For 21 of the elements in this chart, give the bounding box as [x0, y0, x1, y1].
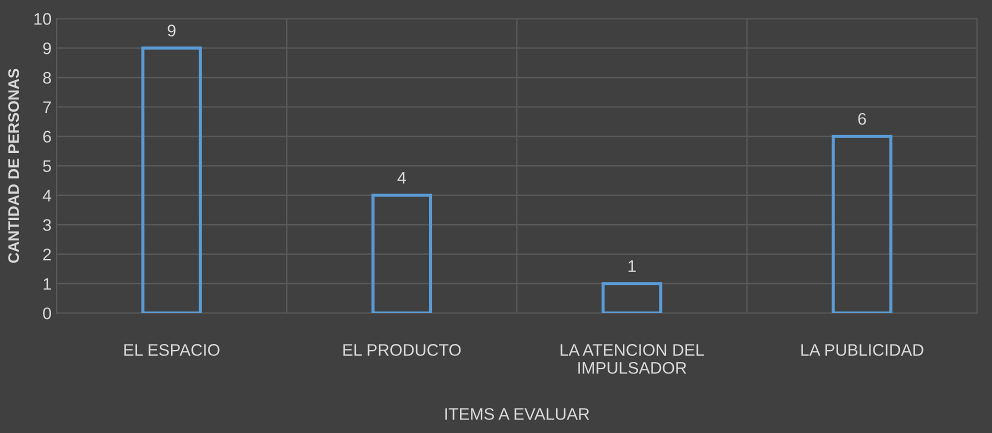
x-tick-label: LA ATENCION DEL IMPULSADOR: [560, 344, 704, 374]
y-axis-title: CANTIDAD DE PERSONAS: [8, 68, 20, 263]
y-tick-label: 6: [43, 130, 51, 143]
x-tick-label: EL ESPACIO: [124, 344, 220, 356]
y-tick-label: 1: [44, 278, 51, 290]
y-tick-label: 5: [43, 160, 51, 172]
y-tick-label: 2: [43, 248, 51, 260]
y-tick-label: 9: [43, 42, 51, 54]
data-label: 4: [398, 172, 406, 184]
y-tick-label: 3: [43, 219, 51, 231]
x-axis-title: ITEMS A EVALUAR: [445, 408, 590, 420]
data-label: 9: [168, 24, 176, 36]
y-tick-label: 10: [34, 13, 52, 25]
x-tick-label: LA PUBLICIDAD: [801, 344, 924, 356]
y-tick-label: 0: [43, 307, 52, 320]
y-tick-label: 4: [42, 190, 52, 202]
data-label: 1: [628, 260, 636, 272]
x-tick-label: EL PRODUCTO: [343, 344, 461, 356]
y-tick-label: 8: [43, 72, 51, 84]
y-tick-label: 7: [43, 102, 51, 113]
data-label: 6: [858, 112, 866, 125]
